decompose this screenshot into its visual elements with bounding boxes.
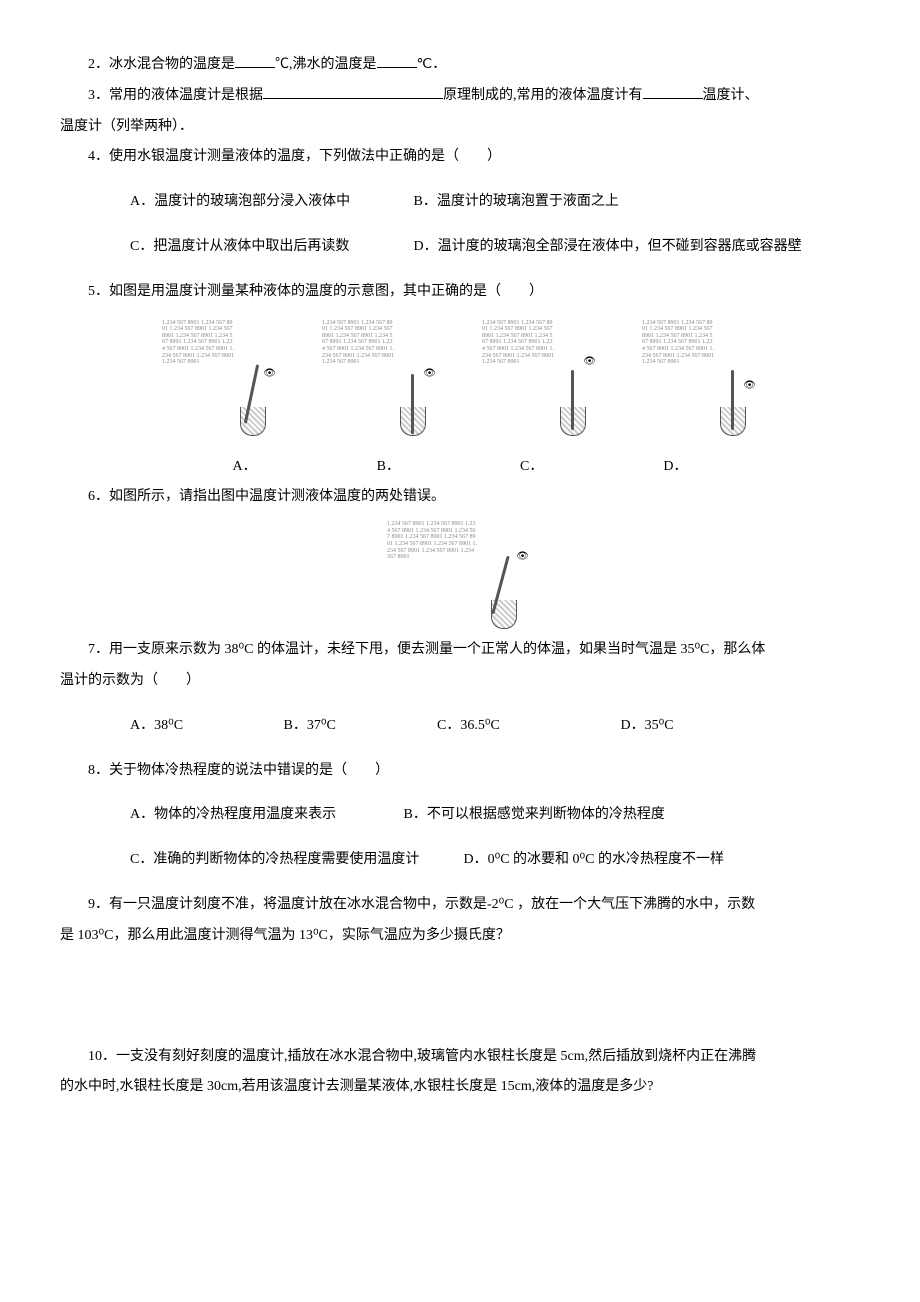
opt-8C: C．准确的判断物体的冷热程度需要使用温度计 <box>130 845 460 876</box>
eye-icon: 👁 <box>263 368 276 379</box>
figure-5B: 1.234 567 8901 1.234 567 8901 1.234 567 … <box>320 318 440 448</box>
question-3: 3．常用的液体温度计是根据 原理制成的,常用的液体温度计有 温度计、 <box>60 81 860 112</box>
opt-7A: A．38⁰C <box>130 711 280 742</box>
label-5B: B． <box>377 452 400 483</box>
question-4-opts-row2: C．把温度计从液体中取出后再读数 D．温计度的玻璃泡全部浸在液体中，但不碰到容器… <box>60 232 860 263</box>
question-9-b: 是 103⁰C，那么用此温度计测得气温为 13⁰C，实际气温应为多少摄氏度？ <box>60 921 860 952</box>
question-2: 2．冰水混合物的温度是 ℃,沸水的温度是 ℃． <box>60 50 860 81</box>
blank <box>377 53 417 68</box>
question-7-opts: A．38⁰C B．37⁰C C．36.5⁰C D．35⁰C <box>60 711 860 742</box>
question-10-a: 10．一支没有刻好刻度的温度计,插放在冰水混合物中,玻璃管内水银柱长度是 5cm… <box>60 1042 860 1073</box>
question-5-stem: 5．如图是用温度计测量某种液体的温度的示意图，其中正确的是（ ） <box>60 277 860 308</box>
question-7-stem-a: 7．用一支原来示数为 38⁰C 的体温计，未经下甩，便去测量一个正常人的体温，如… <box>60 635 860 666</box>
blank <box>235 53 275 68</box>
opt-4D: D．温计度的玻璃泡全部浸在液体中，但不碰到容器底或容器壁 <box>414 232 802 263</box>
figure-row-q5: 1.234 567 8901 1.234 567 8901 1.234 567 … <box>60 318 860 448</box>
question-9-a: 9．有一只温度计刻度不准，将温度计放在冰水混合物中，示数是-2⁰C ，放在一个大… <box>60 890 860 921</box>
opt-7D: D．35⁰C <box>621 711 674 742</box>
question-4-stem: 4．使用水银温度计测量液体的温度，下列做法中正确的是（ ） <box>60 142 860 173</box>
answer-space <box>60 952 860 1042</box>
eye-icon: 👁 <box>583 356 596 367</box>
label-5A: A． <box>233 452 257 483</box>
question-8-opts-row1: A．物体的冷热程度用温度来表示 B．不可以根据感觉来判断物体的冷热程度 <box>60 800 860 831</box>
page-content: 2．冰水混合物的温度是 ℃,沸水的温度是 ℃． 3．常用的液体温度计是根据 原理制成的… <box>0 0 920 1153</box>
eye-icon: 👁 <box>423 368 436 379</box>
thermometer-diagram-icon: 1.234 567 8901 1.234 567 8901 1.234 567 … <box>160 318 280 448</box>
question-4-opts-row1: A．温度计的玻璃泡部分浸入液体中 B．温度计的玻璃泡置于液面之上 <box>60 187 860 218</box>
opt-4A: A．温度计的玻璃泡部分浸入液体中 <box>130 187 410 218</box>
opt-8A: A．物体的冷热程度用温度来表示 <box>130 800 400 831</box>
figure-labels-q5: A． B． C． D． <box>60 452 860 483</box>
figure-5A: 1.234 567 8901 1.234 567 8901 1.234 567 … <box>160 318 280 448</box>
thermometer-diagram-icon: 1.234 567 8901 1.234 567 8901 1.234 567 … <box>640 318 760 448</box>
opt-4B: B．温度计的玻璃泡置于液面之上 <box>414 187 619 218</box>
eye-icon: 👁 <box>516 551 529 562</box>
label-5C: C． <box>520 452 543 483</box>
q3-pre: 3．常用的液体温度计是根据 <box>88 88 263 103</box>
blank <box>263 84 443 99</box>
figure-q6: 1.234 567 8901 1.234 567 8901 1.234 567 … <box>60 519 860 629</box>
thermometer-diagram-icon: 1.234 567 8901 1.234 567 8901 1.234 567 … <box>385 519 535 629</box>
opt-7B: B．37⁰C <box>284 711 434 742</box>
q2-post: ℃． <box>417 57 447 72</box>
question-8-stem: 8．关于物体冷热程度的说法中错误的是（ ） <box>60 756 860 787</box>
q3-post: 温度计、 <box>703 88 759 103</box>
question-8-opts-row2: C．准确的判断物体的冷热程度需要使用温度计 D．0⁰C 的冰要和 0⁰C 的水冷… <box>60 845 860 876</box>
question-7-stem-b: 温计的示数为（ ） <box>60 666 860 697</box>
blank <box>643 84 703 99</box>
opt-4C: C．把温度计从液体中取出后再读数 <box>130 232 410 263</box>
figure-5D: 1.234 567 8901 1.234 567 8901 1.234 567 … <box>640 318 760 448</box>
thermometer-diagram-icon: 1.234 567 8901 1.234 567 8901 1.234 567 … <box>480 318 600 448</box>
figure-5C: 1.234 567 8901 1.234 567 8901 1.234 567 … <box>480 318 600 448</box>
question-3-line2: 温度计（列举两种）． <box>60 112 860 143</box>
opt-8B: B．不可以根据感觉来判断物体的冷热程度 <box>404 800 665 831</box>
question-10-b: 的水中时,水银柱长度是 30cm,若用该温度计去测量某液体,水银柱长度是 15c… <box>60 1072 860 1103</box>
question-6: 6．如图所示，请指出图中温度计测液体温度的两处错误。 <box>60 482 860 513</box>
q2-mid: ℃,沸水的温度是 <box>275 57 377 72</box>
q3-mid: 原理制成的,常用的液体温度计有 <box>443 88 643 103</box>
label-5D: D． <box>663 452 687 483</box>
thermometer-diagram-icon: 1.234 567 8901 1.234 567 8901 1.234 567 … <box>320 318 440 448</box>
q2-pre: 2．冰水混合物的温度是 <box>88 57 235 72</box>
opt-8D: D．0⁰C 的冰要和 0⁰C 的水冷热程度不一样 <box>464 845 725 876</box>
opt-7C: C．36.5⁰C <box>437 711 617 742</box>
eye-icon: 👁 <box>743 380 756 391</box>
